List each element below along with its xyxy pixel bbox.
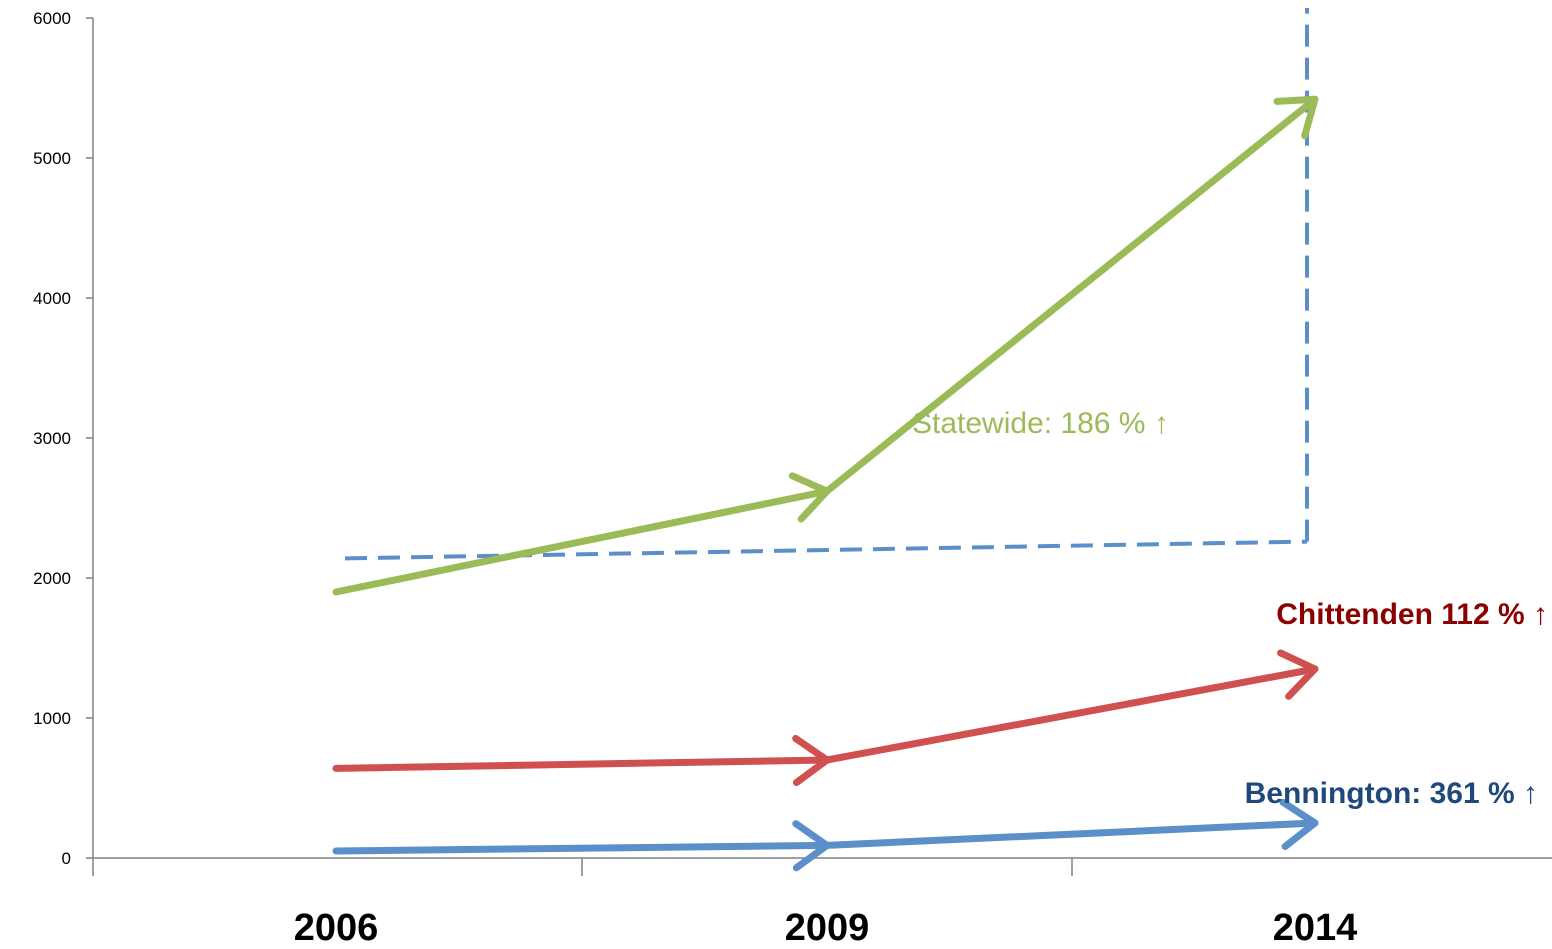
y-tick-label: 5000	[33, 149, 71, 168]
series-statewide-segment	[332, 487, 831, 596]
series-statewide-arrowhead	[1273, 95, 1319, 140]
series-bennington	[332, 798, 1319, 872]
annotation-statewide: Statewide: 186 % ↑	[912, 407, 1169, 440]
x-axis-ticks: 2006 2009 2014	[92, 858, 1358, 949]
series-bennington-segment	[332, 841, 831, 855]
dashed-guide	[344, 8, 1309, 561]
series-group	[332, 95, 1319, 872]
series-chittenden	[332, 649, 1319, 787]
y-axis-ticks: 0 1000 2000 3000 4000 5000 6000	[33, 9, 93, 868]
y-tick-label: 1000	[33, 709, 71, 728]
annotations: Statewide: 186 % ↑ Chittenden 112 % ↑ Benn…	[912, 407, 1548, 810]
annotation-chittenden: Chittenden 112 % ↑	[1276, 598, 1548, 631]
series-bennington-segment	[823, 819, 1319, 849]
y-tick-label: 3000	[33, 429, 71, 448]
annotation-bennington: Bennington: 361 % ↑	[1245, 777, 1538, 810]
series-chittenden-segment	[823, 665, 1319, 764]
y-tick-label: 0	[62, 849, 71, 868]
y-tick-label: 2000	[33, 569, 71, 588]
x-tick-label: 2014	[1273, 907, 1358, 949]
series-bennington-arrowhead	[1279, 798, 1319, 850]
series-statewide-segment	[823, 95, 1319, 495]
y-tick-label: 6000	[33, 9, 71, 28]
x-tick-label: 2006	[294, 907, 379, 949]
series-statewide	[332, 95, 1319, 596]
dashed-guide-horizontal	[344, 539, 1308, 561]
y-tick-label: 4000	[33, 289, 71, 308]
series-chittenden-segment	[332, 756, 831, 772]
x-tick-label: 2009	[785, 907, 870, 949]
series-chittenden-arrowhead	[1277, 649, 1319, 700]
